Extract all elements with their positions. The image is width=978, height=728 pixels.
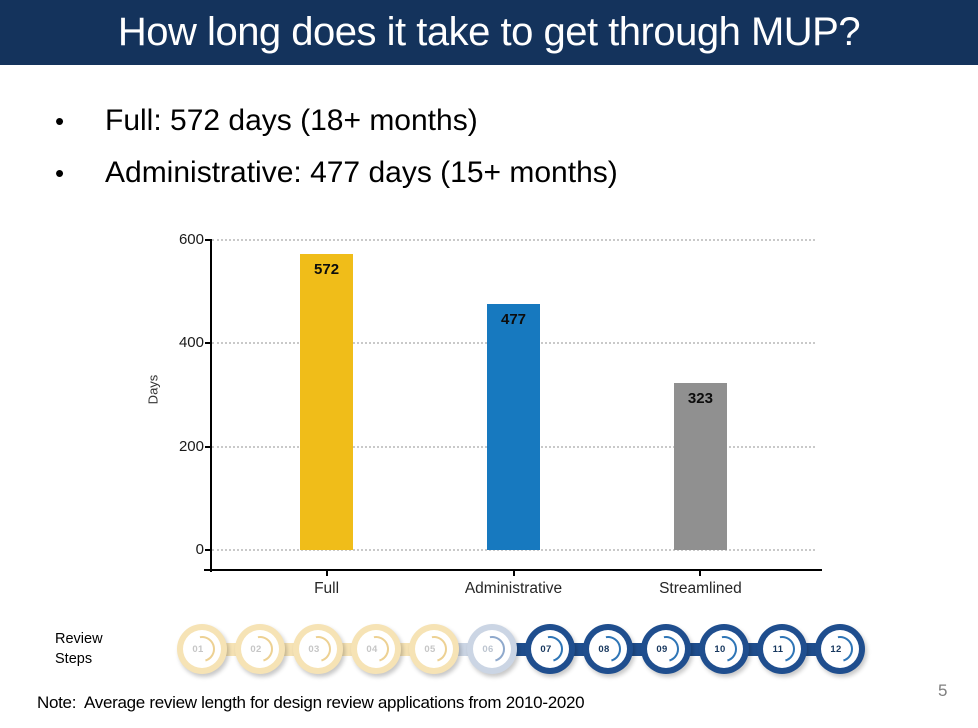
note-text: Note: Average review length for design r… [37, 693, 585, 712]
step-number: 11 [772, 643, 784, 655]
x-category-label: Administrative [464, 580, 563, 597]
progress-arc-icon [827, 636, 853, 662]
review-step: 12 [815, 624, 865, 674]
step-number: 01 [192, 643, 204, 655]
bar-value-label: 323 [687, 390, 713, 408]
step-number: 04 [366, 643, 378, 655]
step-number: 05 [424, 643, 436, 655]
review-step: 02 [235, 624, 285, 674]
step-number: 08 [598, 643, 610, 655]
progress-arc-icon [305, 636, 331, 662]
bullet-icon: • [55, 158, 65, 188]
bullet-item: • Administrative: 477 days (15+ months) [55, 156, 618, 208]
bullet-list: • Full: 572 days (18+ months) • Administ… [55, 104, 618, 208]
progress-arc-icon [189, 636, 215, 662]
review-steps-label: Review Steps [55, 631, 103, 667]
step-number: 02 [250, 643, 262, 655]
bullet-icon: • [55, 106, 65, 136]
step-number: 06 [482, 643, 494, 655]
y-tick-mark [205, 239, 212, 241]
progress-arc-icon [711, 636, 737, 662]
bullet-text: Full: 572 days (18+ months) [105, 104, 478, 137]
review-step: 06 [467, 624, 517, 674]
review-step: 04 [351, 624, 401, 674]
progress-arc-icon [537, 636, 563, 662]
y-axis-title: Days [145, 374, 161, 405]
bar: 477 [487, 303, 540, 550]
review-step: 08 [583, 624, 633, 674]
slide-title: How long does it take to get through MUP… [117, 10, 861, 54]
x-tick-mark [699, 571, 702, 576]
y-tick-mark [205, 342, 212, 345]
x-tick-mark [512, 571, 515, 576]
bar-chart: Days 0 200 400 600 572 Full 477 Administrative 3… [145, 222, 865, 607]
review-step: 09 [641, 624, 691, 674]
progress-arc-icon [363, 636, 389, 662]
x-category-label: Full [314, 580, 340, 597]
bar: 323 [673, 383, 727, 550]
review-step: 01 [177, 624, 227, 674]
review-step: 07 [525, 624, 575, 674]
gridline [212, 549, 815, 551]
review-step: 03 [293, 624, 343, 674]
review-step: 11 [757, 624, 807, 674]
review-step: 10 [699, 624, 749, 674]
y-tick-label: 200 [178, 437, 204, 455]
bullet-item: • Full: 572 days (18+ months) [55, 104, 618, 156]
review-step: 05 [409, 624, 459, 674]
step-number: 12 [830, 643, 842, 655]
y-axis-line [210, 239, 212, 572]
progress-arc-icon [769, 636, 795, 662]
step-number: 09 [656, 643, 668, 655]
bar-value-label: 572 [314, 261, 340, 279]
step-number: 07 [540, 643, 552, 655]
y-tick-mark [205, 549, 212, 551]
page-number: 5 [938, 681, 948, 700]
step-number: 10 [714, 643, 726, 655]
bullet-text: Administrative: 477 days (15+ months) [105, 156, 618, 189]
y-tick-mark [205, 445, 212, 448]
step-number: 03 [308, 643, 320, 655]
gridline [212, 239, 815, 241]
progress-arc-icon [653, 636, 679, 662]
progress-arc-icon [479, 636, 505, 662]
bar-value-label: 477 [500, 310, 527, 328]
y-tick-label: 600 [178, 231, 204, 248]
x-category-label: Streamlined [659, 580, 742, 597]
y-tick-label: 400 [178, 334, 204, 352]
progress-arc-icon [595, 636, 621, 662]
x-tick-mark [325, 571, 328, 576]
progress-arc-icon [421, 636, 447, 662]
slide-header: How long does it take to get through MUP… [0, 0, 978, 65]
steps-track: 01 02 03 04 05 06 07 08 09 10 11 12 [0, 618, 978, 684]
review-steps: Review Steps 01 02 03 04 05 06 07 08 09 10 11 12 [0, 618, 978, 684]
bar: 572 [300, 254, 354, 550]
x-axis-line [204, 569, 822, 571]
y-tick-label: 0 [195, 541, 204, 558]
progress-arc-icon [247, 636, 273, 662]
